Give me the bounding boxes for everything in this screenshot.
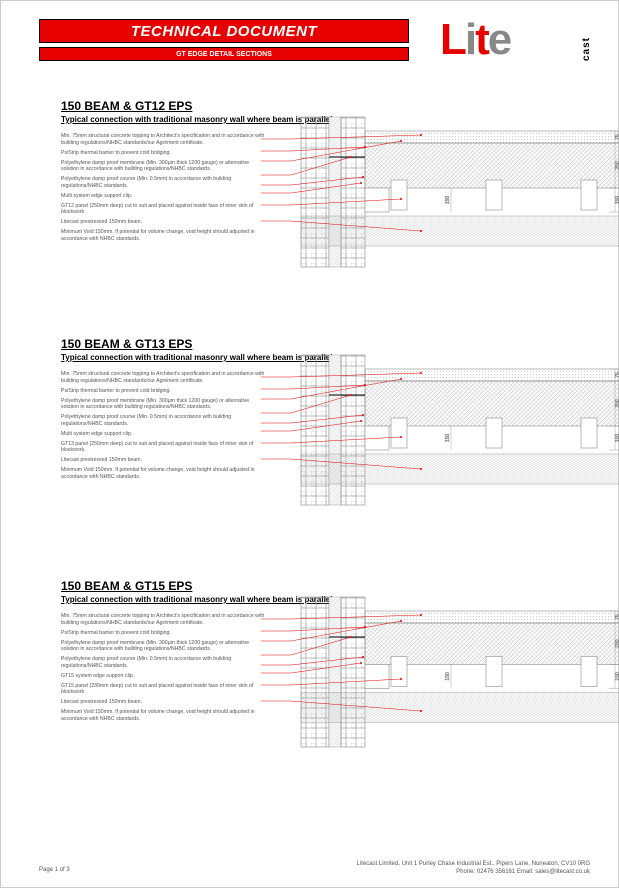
note-item: Minimum Void 150mm. If potential for vol…	[61, 709, 266, 722]
note-item: Litecast prestressed 150mm beam.	[61, 699, 266, 706]
section-title: 150 BEAM & GT15 EPS	[61, 579, 581, 593]
section-diagram: 75 250 150 150	[301, 123, 619, 273]
detail-section: 150 BEAM & GT15 EPS Typical connection w…	[61, 579, 581, 612]
note-item: Min. 75mm structural concrete topping to…	[61, 371, 266, 384]
svg-text:150: 150	[445, 672, 451, 681]
note-item: Multi system edge support clip.	[61, 193, 266, 200]
svg-text:150: 150	[615, 196, 619, 205]
note-list: Min. 75mm structural concrete topping to…	[61, 613, 266, 726]
svg-text:150: 150	[615, 672, 619, 681]
note-item: PsiStrip thermal barrier to prevent cold…	[61, 150, 266, 157]
svg-text:75: 75	[615, 614, 619, 620]
note-item: GT12 panel (250mm deep) cut to suit and …	[61, 203, 266, 216]
note-item: Polyethylene damp proof membrane (Min. 3…	[61, 398, 266, 411]
note-item: Litecast prestressed 150mm beam.	[61, 457, 266, 464]
svg-text:250: 250	[615, 399, 619, 408]
svg-text:150: 150	[615, 434, 619, 443]
note-item: Multi system edge support clip.	[61, 431, 266, 438]
footer-address: Litecast Limited, Unit 1 Purley Chase In…	[357, 861, 590, 869]
note-item: PsiStrip thermal barrier to prevent cold…	[61, 388, 266, 395]
footer-phone-email: Phone: 02476 356161 Email: sales@litecas…	[357, 869, 590, 877]
svg-text:75: 75	[615, 372, 619, 378]
logo-letter-l: L	[440, 15, 465, 64]
note-list: Min. 75mm structural concrete topping to…	[61, 371, 266, 484]
note-item: Polyethylene damp proof membrane (Min. 3…	[61, 640, 266, 653]
logo-letter-e: e	[488, 15, 510, 64]
section-title: 150 BEAM & GT12 EPS	[61, 99, 581, 113]
note-item: GT15 panel (230mm deep) cut to suit and …	[61, 683, 266, 696]
section-diagram: 75 250 150 150	[301, 361, 619, 511]
svg-text:250: 250	[615, 161, 619, 170]
note-item: Polyethylene damp proof membrane (Min. 3…	[61, 160, 266, 173]
note-item: Polyethylene damp proof course (Min. 0.5…	[61, 176, 266, 189]
svg-text:150: 150	[445, 434, 451, 443]
cross-section-diagram: 75 250 150 150	[301, 361, 619, 501]
logo-letter-i: i	[465, 15, 475, 64]
note-item: Polyethylene damp proof course (Min. 0.5…	[61, 656, 266, 669]
note-item: PsiStrip thermal barrier to prevent cold…	[61, 630, 266, 637]
doc-title-bar: TECHNICAL DOCUMENT	[39, 19, 409, 43]
footer-contact: Litecast Limited, Unit 1 Purley Chase In…	[357, 861, 590, 877]
note-item: Minimum Void 150mm. If potential for vol…	[61, 467, 266, 480]
svg-text:150: 150	[445, 196, 451, 205]
note-item: Min. 75mm structural concrete topping to…	[61, 613, 266, 626]
note-item: Minimum Void 150mm. If potential for vol…	[61, 229, 266, 242]
logo-cast: cast	[581, 15, 592, 61]
section-title: 150 BEAM & GT13 EPS	[61, 337, 581, 351]
note-item: Litecast prestressed 150mm beam.	[61, 219, 266, 226]
note-item: GT15 system edge support clip.	[61, 673, 266, 680]
note-item: GT13 panel (250mm deep) cut to suit and …	[61, 441, 266, 454]
detail-section: 150 BEAM & GT13 EPS Typical connection w…	[61, 337, 581, 370]
svg-text:75: 75	[615, 134, 619, 140]
litecast-logo: Lite cast	[440, 15, 590, 67]
cross-section-diagram: 75 230 150 150	[301, 603, 619, 743]
svg-text:230: 230	[615, 639, 619, 648]
doc-subtitle-bar: GT EDGE DETAIL SECTIONS	[39, 47, 409, 61]
note-item: Min. 75mm structural concrete topping to…	[61, 133, 266, 146]
note-list: Min. 75mm structural concrete topping to…	[61, 133, 266, 246]
note-item: Polyethylene damp proof course (Min. 0.5…	[61, 414, 266, 427]
cross-section-diagram: 75 250 150 150	[301, 123, 619, 263]
section-diagram: 75 230 150 150	[301, 603, 619, 753]
page-number: Page 1 of 3	[39, 867, 70, 873]
logo-letter-t: t	[475, 15, 488, 64]
detail-section: 150 BEAM & GT12 EPS Typical connection w…	[61, 99, 581, 132]
